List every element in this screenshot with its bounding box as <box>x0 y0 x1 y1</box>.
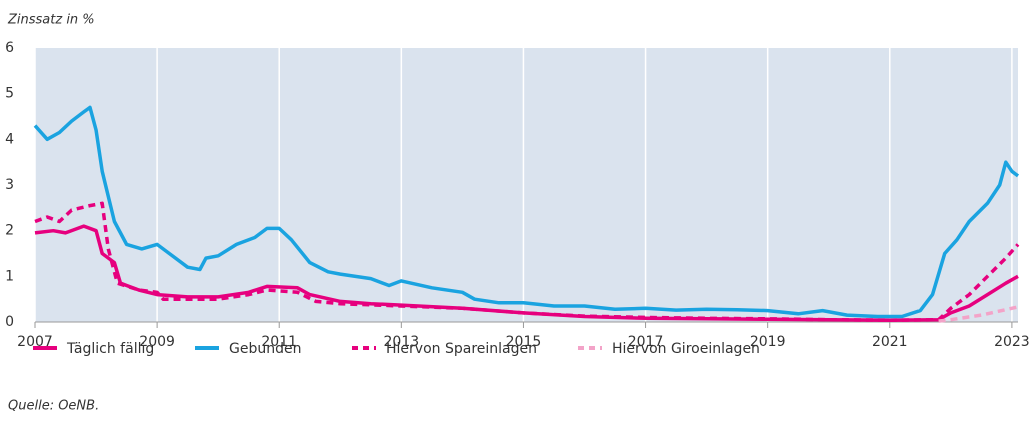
series-line <box>33 105 1020 319</box>
legend-label: Hiervon Spareinlagen <box>386 341 537 357</box>
plot-area <box>35 48 1018 322</box>
series-line <box>938 305 1019 323</box>
y-tick-label: 3 <box>5 177 14 193</box>
legend-label: Hiervon Giroeinlagen <box>612 341 760 357</box>
series-line <box>34 224 1019 322</box>
x-tick-label: 2023 <box>994 334 1030 350</box>
y-tick-label: 0 <box>5 314 14 330</box>
x-tick-label: 2011 <box>261 334 297 350</box>
x-tick-label: 2019 <box>750 334 786 350</box>
x-tick-label: 2009 <box>139 334 175 350</box>
source: Quelle: OeNB. <box>8 399 99 414</box>
x-tick-label: 2015 <box>506 334 542 350</box>
y-tick-label: 1 <box>5 268 14 284</box>
y-tick-label: 4 <box>5 131 14 147</box>
y-tick-label: 5 <box>5 86 14 102</box>
y-tick-label: 6 <box>5 40 14 56</box>
y-tick-label: 2 <box>5 223 14 239</box>
legend-label: Täglich fällig <box>66 341 154 357</box>
series-line <box>34 201 1020 322</box>
y-axis-label: Zinssatz in % <box>7 13 95 28</box>
x-tick-label: 2013 <box>384 334 420 350</box>
x-tick-label: 2017 <box>628 334 664 350</box>
x-tick-label: 2021 <box>872 334 908 350</box>
legend-label: Gebunden <box>229 341 301 357</box>
